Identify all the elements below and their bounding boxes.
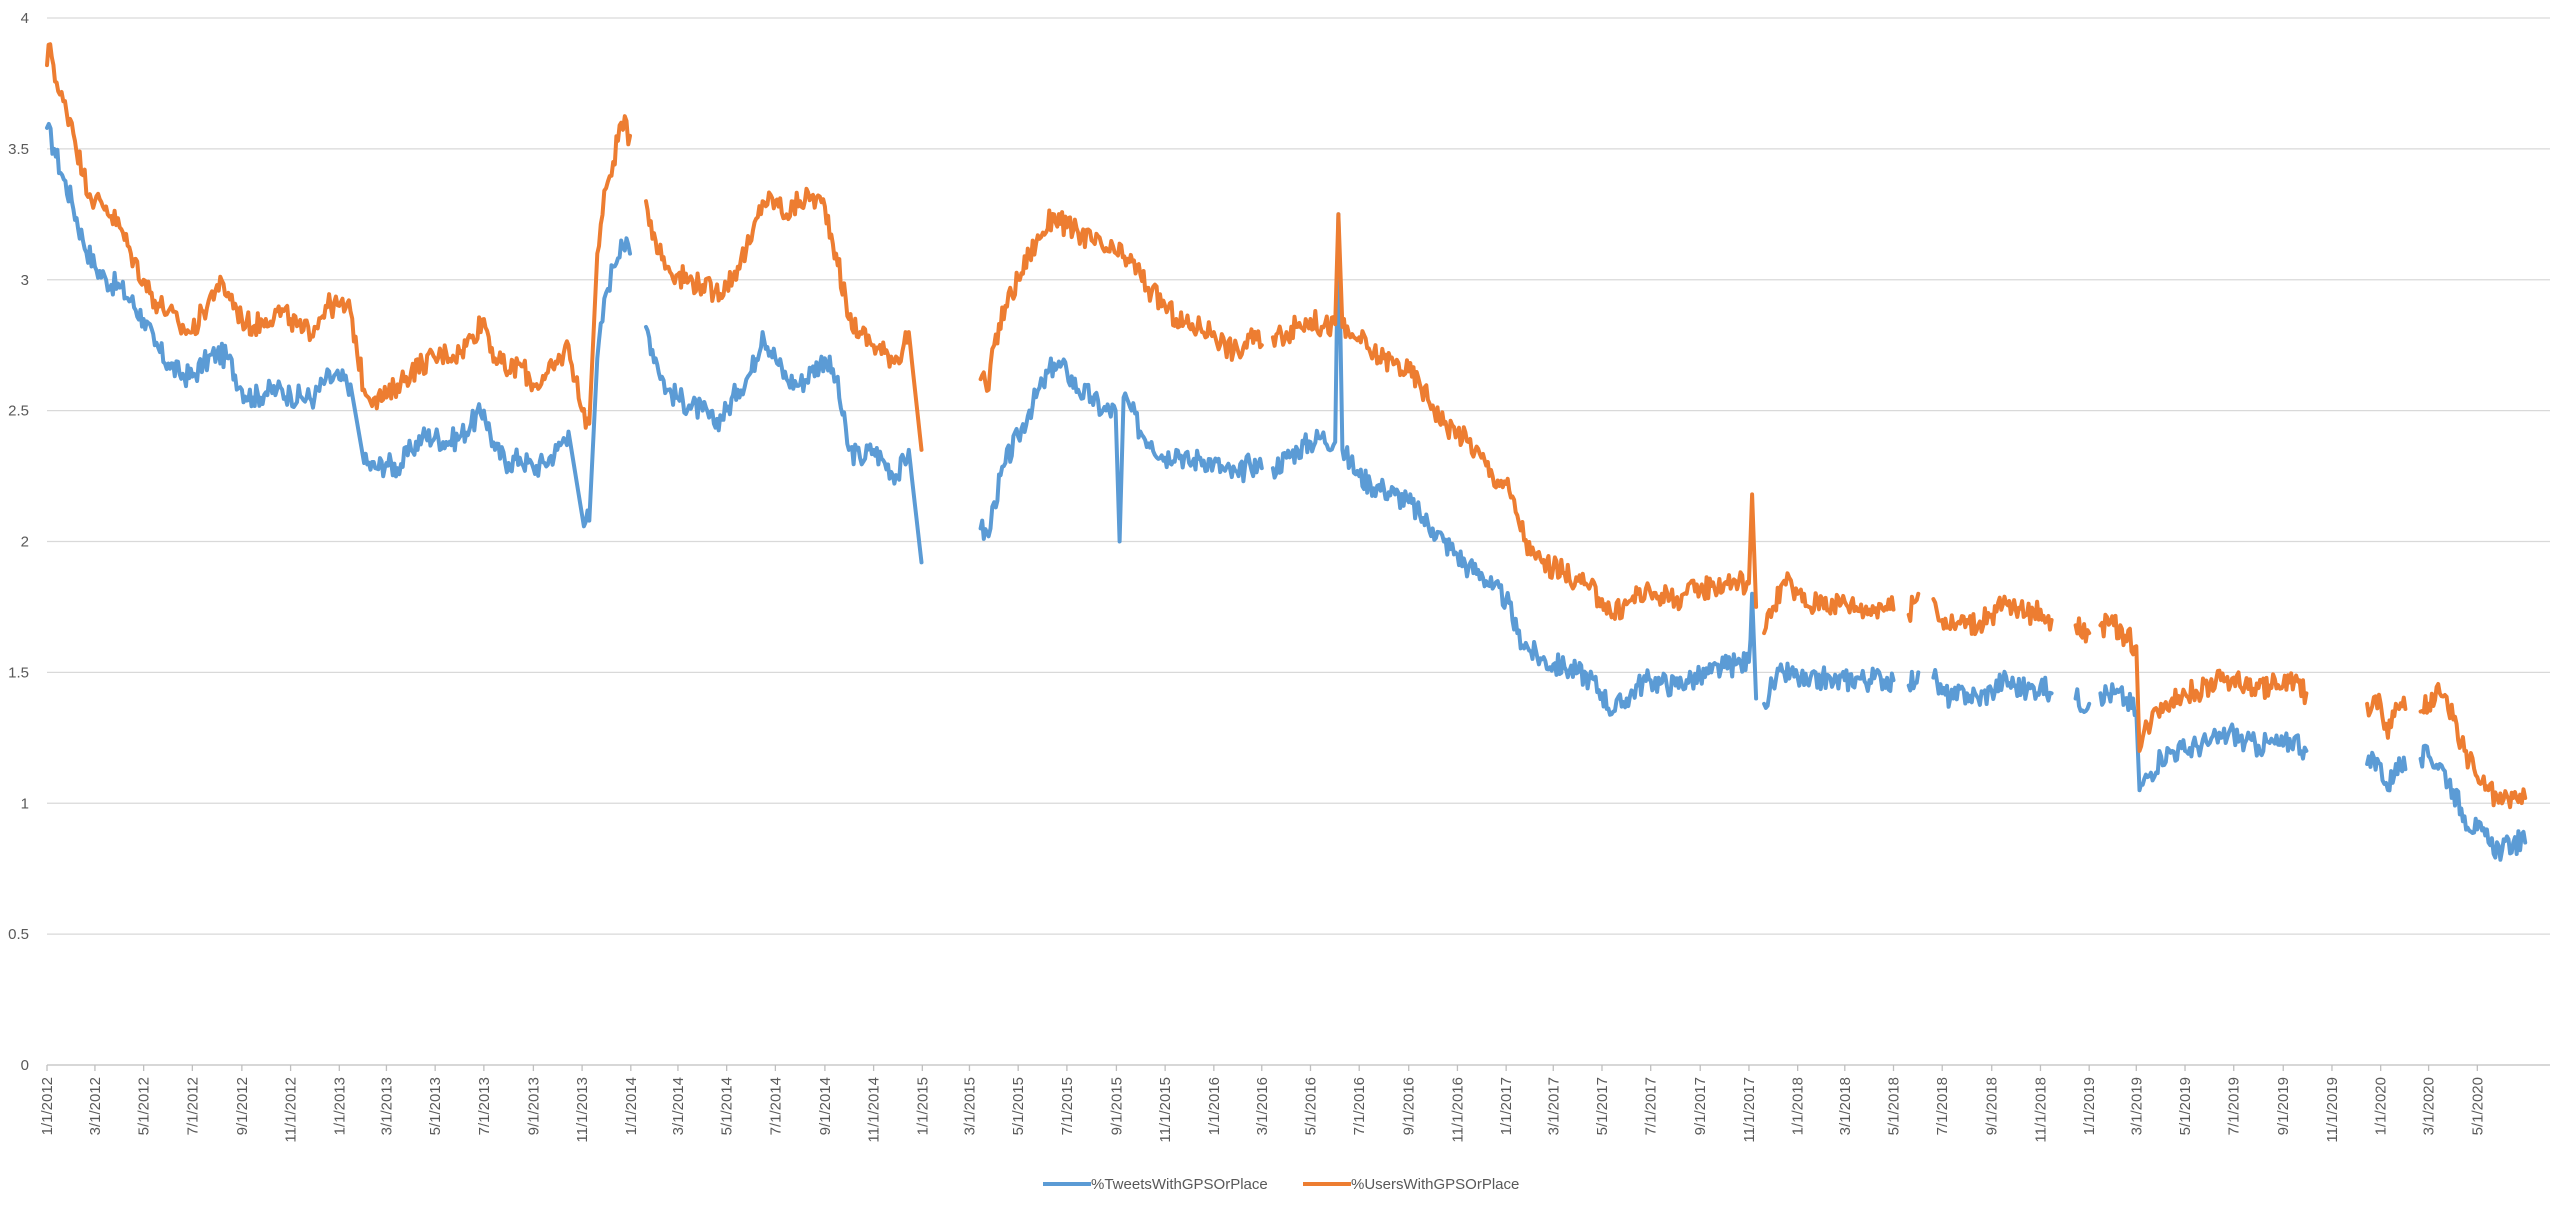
x-tick-label: 1/1/2016 [1206,1077,1223,1135]
x-tick-label: 5/1/2013 [427,1077,444,1135]
x-tick-label: 7/1/2016 [1351,1077,1368,1135]
x-tick-label: 7/1/2012 [184,1077,201,1135]
x-tick-label: 1/1/2015 [914,1077,931,1135]
x-tick-label: 1/1/2013 [331,1077,348,1135]
x-tick-label: 7/1/2017 [1643,1077,1660,1135]
x-tick-label: 9/1/2015 [1108,1077,1125,1135]
x-tick-label: 3/1/2015 [961,1077,978,1135]
x-tick-label: 3/1/2017 [1545,1077,1562,1135]
x-tick-label: 1/1/2019 [2081,1077,2098,1135]
series-line-1 [45,42,2528,810]
x-tick-label: 11/1/2017 [1741,1077,1758,1143]
x-tick-label: 9/1/2019 [2275,1077,2292,1135]
x-tick-label: 11/1/2014 [866,1077,883,1143]
y-tick-label: 4 [21,10,29,27]
x-tick-label: 1/1/2020 [2373,1077,2390,1135]
x-tick-label: 1/1/2014 [623,1077,640,1135]
x-tick-label: 11/1/2016 [1449,1077,1466,1143]
y-tick-label: 3.5 [8,141,29,158]
y-tick-label: 3 [21,272,29,289]
x-tick-label: 11/1/2018 [2032,1077,2049,1143]
x-tick-label: 7/1/2014 [767,1077,784,1135]
y-tick-label: 0.5 [8,926,29,943]
x-axis: 1/1/2012 3/1/2012 5/1/2012 7/1/2012 9/1/2012… [39,1064,2550,1143]
x-tick-label: 9/1/2012 [234,1077,251,1135]
x-tick-label: 5/1/2018 [1886,1077,1903,1135]
x-tick-label: 9/1/2017 [1692,1077,1709,1135]
y-tick-label: 1 [21,795,29,812]
x-tick-label: 3/1/2019 [2128,1077,2145,1135]
x-tick-label: 9/1/2013 [525,1077,542,1135]
y-axis-tick-labels: 0 0.5 1 1.5 2 2.5 3 3.5 4 [8,10,29,1074]
x-tick-label: 7/1/2015 [1059,1077,1076,1135]
legend: %TweetsWithGPSOrPlace %UsersWithGPSOrPlac… [1043,1176,1519,1193]
x-tick-label: 9/1/2018 [1984,1077,2001,1135]
x-tick-label: 3/1/2020 [2421,1077,2438,1135]
x-tick-label: 5/1/2017 [1594,1077,1611,1135]
x-tick-label: 7/1/2019 [2226,1077,2243,1135]
y-tick-label: 1.5 [8,664,29,681]
x-tick-label: 5/1/2016 [1302,1077,1319,1135]
gridlines [47,17,2550,935]
x-tick-label: 3/1/2016 [1254,1077,1271,1135]
x-tick-label: 5/1/2014 [719,1077,736,1135]
x-tick-label: 7/1/2018 [1934,1077,1951,1135]
y-tick-label: 2.5 [8,403,29,420]
x-tick-label: 9/1/2014 [817,1077,834,1135]
y-tick-label: 2 [21,534,29,551]
x-tick-label: 11/1/2012 [283,1077,300,1143]
x-tick-label: 1/1/2012 [39,1077,56,1135]
y-tick-label: 0 [21,1057,29,1074]
x-tick-label: 1/1/2018 [1790,1077,1807,1135]
legend-label-1: %UsersWithGPSOrPlace [1351,1176,1519,1193]
x-tick-label: 11/1/2019 [2324,1077,2341,1143]
series-line-0 [45,122,2528,862]
x-tick-label: 5/1/2020 [2469,1077,2486,1135]
x-tick-label: 5/1/2012 [136,1077,153,1135]
x-tick-label: 9/1/2016 [1401,1077,1418,1135]
x-tick-label: 5/1/2019 [2177,1077,2194,1135]
x-tick-label: 1/1/2017 [1498,1077,1515,1135]
legend-label-0: %TweetsWithGPSOrPlace [1091,1176,1268,1193]
x-tick-label: 11/1/2015 [1157,1077,1174,1143]
x-tick-label: 7/1/2013 [476,1077,493,1135]
x-tick-label: 3/1/2014 [670,1077,687,1135]
x-tick-label: 11/1/2013 [574,1077,591,1143]
x-tick-label: 3/1/2012 [87,1077,104,1135]
series-lines [45,42,2528,862]
x-tick-label: 5/1/2015 [1010,1077,1027,1135]
x-tick-label: 3/1/2013 [378,1077,395,1135]
x-tick-label: 3/1/2018 [1837,1077,1854,1135]
